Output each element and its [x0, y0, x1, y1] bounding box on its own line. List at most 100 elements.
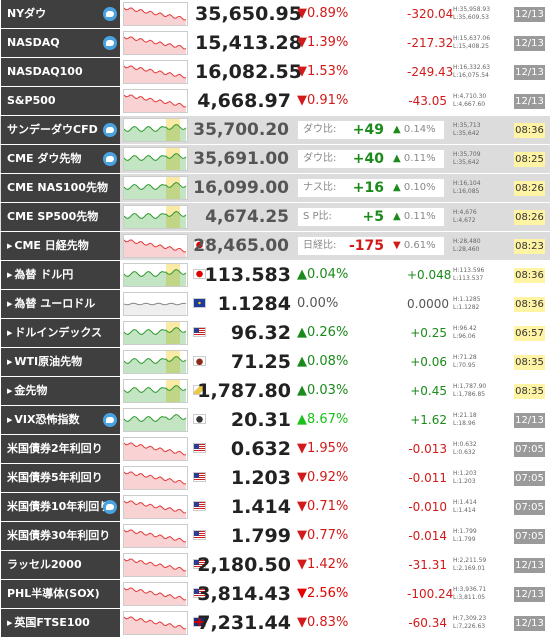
ticker-name-label: 為替 ドル円	[14, 268, 74, 281]
ticker-row[interactable]: ▶ 為替 ドル円 113.583 ▲0.04% +0.048 H:113.596 L:113…	[0, 261, 550, 290]
sparkline-box[interactable]	[123, 2, 188, 26]
comparison-label: S P比:	[303, 211, 332, 222]
price-value: 15,413.28	[195, 32, 302, 54]
ticker-name-button[interactable]: CME NAS100先物	[1, 174, 120, 202]
sparkline-box[interactable]	[123, 147, 188, 171]
ticker-row[interactable]: 米国債券10年利回り 1.414 ▼0.71% -0.010 H:1.414 L:1.41…	[0, 493, 550, 522]
low-value: L:3,811.05	[453, 594, 486, 601]
update-time: 12/13	[514, 558, 545, 573]
ticker-row[interactable]: NYダウ 35,650.95 ▼0.89% -320.04 H:35,958.93 L:3…	[0, 0, 550, 29]
ticker-row[interactable]: NASDAQ100 16,082.55 ▼1.53% -249.43 H:16,332.…	[0, 58, 550, 87]
high-low: H:35,958.93 L:35,609.53	[453, 6, 515, 26]
sparkline-box[interactable]	[123, 611, 188, 635]
sparkline-box[interactable]	[123, 205, 188, 229]
ticker-name-button[interactable]: 米国債券5年利回り	[1, 464, 120, 492]
sparkline-box[interactable]	[123, 408, 188, 432]
ticker-row[interactable]: ▶ WTI原油先物 71.25 ▲0.08% +0.06 H:71.28 L:70.95 08…	[0, 348, 550, 377]
ticker-row[interactable]: 米国債券30年利回り 1.799 ▼0.77% -0.014 H:1.799 L:1.79…	[0, 522, 550, 551]
sparkline-area	[124, 211, 186, 228]
change-percent: ▼2.56%	[297, 580, 407, 608]
change-percent: ▲8.67%	[297, 406, 407, 434]
low-value: L:15,408.25	[453, 43, 489, 50]
sparkline-box[interactable]	[123, 176, 188, 200]
ticker-name-button[interactable]: ▶ 英国FTSE100	[1, 609, 120, 637]
ticker-name-label: PHL半導体(SOX)	[7, 587, 100, 600]
ticker-name-button[interactable]: 米国債券10年利回り	[1, 493, 120, 521]
ticker-row[interactable]: ▶ VIX恐怖指数 20.31 ▲8.67% +1.62 H:21.18 L:18.96 12…	[0, 406, 550, 435]
sparkline-box[interactable]	[123, 524, 188, 548]
ticker-name-button[interactable]: ▶ WTI原油先物	[1, 348, 120, 376]
jp-flag-icon	[193, 269, 206, 279]
ticker-name-button[interactable]: PHL半導体(SOX)	[1, 580, 120, 608]
ticker-row[interactable]: S&P500 4,668.97 ▼0.91% -43.05 H:4,710.30 L:4,…	[0, 87, 550, 116]
change-amount: -249.43	[407, 65, 454, 79]
ticker-name-button[interactable]: ▶ CME 日経先物	[1, 232, 120, 260]
ticker-name-button[interactable]: ▶ 金先物	[1, 377, 120, 405]
sparkline-box[interactable]	[123, 495, 188, 519]
change-percent: ▼1.95%	[297, 435, 407, 463]
twitter-icon[interactable]	[103, 152, 117, 166]
sparkline-box[interactable]	[123, 437, 188, 461]
ticker-row[interactable]: 米国債券2年利回り 0.632 ▼1.95% -0.013 H:0.632 L:0.632…	[0, 435, 550, 464]
ticker-name-button[interactable]: NASDAQ100	[1, 58, 120, 86]
ticker-row[interactable]: CME ダウ先物 35,691.00 ダウ比: +40 ▲ 0.11% H:35,709 L…	[0, 145, 550, 174]
ticker-name-button[interactable]: サンデーダウCFD	[1, 116, 120, 144]
ticker-name-label: 英国FTSE100	[14, 616, 90, 629]
change-amount: -100.24	[407, 587, 454, 601]
ticker-row[interactable]: NASDAQ 15,413.28 ▼1.39% -217.32 H:15,637.06 L…	[0, 29, 550, 58]
ticker-name-button[interactable]: ▶ VIX恐怖指数	[1, 406, 120, 434]
ticker-row[interactable]: ▶ CME 日経先物 28,465.00 日経比: -175 ▼ 0.61% H:28,48…	[0, 232, 550, 261]
twitter-icon[interactable]	[103, 123, 117, 137]
ticker-row[interactable]: PHL半導体(SOX) 3,814.43 ▼2.56% -100.24 H:3,936.…	[0, 580, 550, 609]
sparkline-box[interactable]	[123, 234, 188, 258]
ticker-name-button[interactable]: NASDAQ	[1, 29, 120, 57]
twitter-icon[interactable]	[103, 7, 117, 21]
ticker-name-button[interactable]: S&P500	[1, 87, 120, 115]
change-percent-value: 0.00%	[297, 296, 339, 311]
sparkline-chart	[123, 302, 187, 315]
ticker-row[interactable]: CME SP500先物 4,674.25 S P比: +5 ▲ 0.11% H:4,676…	[0, 203, 550, 232]
sparkline-box[interactable]	[123, 350, 188, 374]
ticker-row[interactable]: ▶ 為替 ユーロドル 1.1284 0.00% 0.0000 H:1.1285 L:1.12…	[0, 290, 550, 319]
ticker-row[interactable]: ▶ ドルインデックス 96.32 ▲0.26% +0.25 H:96.42 L:96.06 0…	[0, 319, 550, 348]
sparkline-area	[124, 530, 186, 547]
ticker-name-button[interactable]: CME ダウ先物	[1, 145, 120, 173]
ticker-name-button[interactable]: NYダウ	[1, 0, 120, 28]
up-arrow-icon: ▲	[297, 325, 307, 340]
ticker-row[interactable]: ラッセル2000 2,180.50 ▼1.42% -31.31 H:2,211.59 L:…	[0, 551, 550, 580]
up-arrow-icon: ▲	[393, 124, 401, 135]
ticker-row[interactable]: サンデーダウCFD 35,700.20 ダウ比: +49 ▲ 0.14% H:35,713…	[0, 116, 550, 145]
ticker-name-button[interactable]: ▶ 為替 ユーロドル	[1, 290, 120, 318]
twitter-icon[interactable]	[103, 413, 117, 427]
sparkline-box[interactable]	[123, 379, 188, 403]
sparkline-box[interactable]	[123, 292, 188, 316]
ticker-name-button[interactable]: ▶ 為替 ドル円	[1, 261, 120, 289]
ticker-name-button[interactable]: ▶ ドルインデックス	[1, 319, 120, 347]
ticker-name-button[interactable]: 米国債券30年利回り	[1, 522, 120, 550]
update-time: 08:26	[514, 210, 545, 225]
sparkline-box[interactable]	[123, 263, 188, 287]
sparkline-box[interactable]	[123, 118, 188, 142]
sparkline-area	[124, 303, 186, 315]
update-time: 08:36	[514, 123, 545, 138]
change-percent-value: 2.56%	[307, 586, 349, 601]
sparkline-box[interactable]	[123, 89, 188, 113]
sparkline-box[interactable]	[123, 582, 188, 606]
ticker-name-button[interactable]: 米国債券2年利回り	[1, 435, 120, 463]
sparkline-box[interactable]	[123, 466, 188, 490]
ticker-row[interactable]: CME NAS100先物 16,099.00 ナス比: +16 ▲ 0.10% H:16,…	[0, 174, 550, 203]
twitter-icon[interactable]	[103, 500, 117, 514]
sparkline-box[interactable]	[123, 60, 188, 84]
sparkline-box[interactable]	[123, 553, 188, 577]
sparkline-box[interactable]	[123, 321, 188, 345]
ticker-row[interactable]: ▶ 金先物 1,787.80 ▲0.03% +0.45 H:1,787.90 L:1,786…	[0, 377, 550, 406]
sparkline-box[interactable]	[123, 31, 188, 55]
ticker-name-button[interactable]: ラッセル2000	[1, 551, 120, 579]
high-low: H:35,709 L:35,642	[453, 151, 515, 171]
ticker-row[interactable]: ▶ 英国FTSE100 7,231.44 ▼0.83% -60.34 H:7,309.23…	[0, 609, 550, 638]
ticker-row[interactable]: 米国債券5年利回り 1.203 ▼0.92% -0.011 H:1.203 L:1.203…	[0, 464, 550, 493]
change-amount: +1.62	[410, 413, 447, 427]
comparison-pct: ▲ 0.14%	[393, 116, 445, 144]
twitter-icon[interactable]	[103, 36, 117, 50]
ticker-name-button[interactable]: CME SP500先物	[1, 203, 120, 231]
